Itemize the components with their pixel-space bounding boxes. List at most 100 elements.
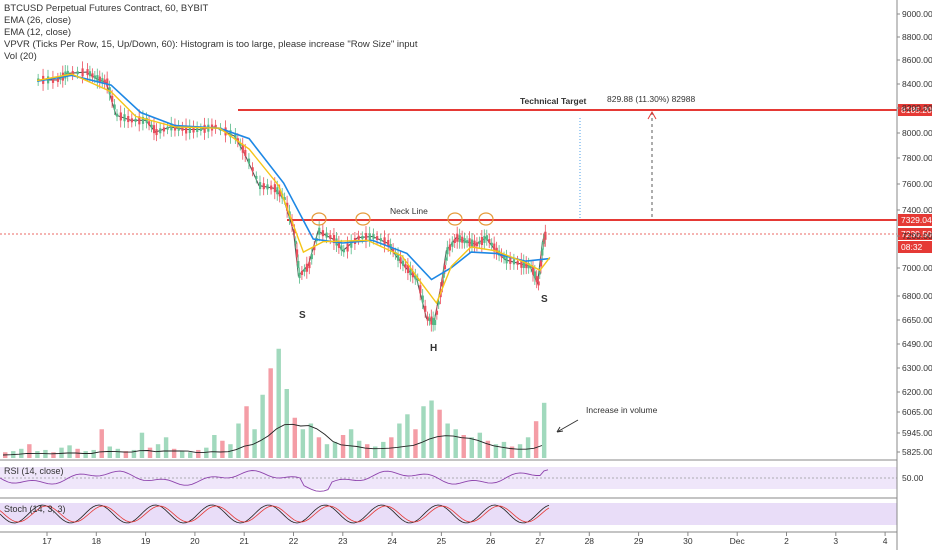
- candle-body: [123, 114, 126, 122]
- candle-body: [421, 295, 424, 303]
- candle-body: [361, 235, 364, 239]
- candle-body: [498, 250, 501, 256]
- candle-body: [308, 262, 311, 269]
- candle-body: [152, 125, 156, 134]
- candle-body: [234, 133, 237, 139]
- candle-body: [368, 233, 371, 241]
- candle-body: [276, 187, 279, 195]
- ema12-legend: EMA (12, close): [4, 27, 72, 38]
- candle-body: [483, 235, 486, 243]
- candle-body: [297, 260, 300, 268]
- volume-bar: [292, 417, 298, 458]
- candle-body: [106, 78, 109, 87]
- volume-bar: [204, 447, 209, 458]
- volume-bar: [413, 429, 418, 458]
- volume-bar: [171, 448, 177, 458]
- candle-body: [401, 260, 405, 266]
- rsi-legend: RSI (14, close): [4, 466, 64, 476]
- candle-body: [332, 235, 336, 244]
- candle-body: [544, 231, 547, 240]
- ema-lines: [36, 73, 551, 305]
- target-price-tag-bg: [898, 104, 932, 116]
- candle-body: [531, 266, 535, 275]
- price-tick-label: 5825.00: [902, 447, 932, 457]
- candle-body: [300, 270, 304, 275]
- candle-body: [448, 244, 451, 251]
- candle-body: [294, 240, 297, 244]
- annotations: Technical Target 829.88 (11.30%) 82988 Nec…: [299, 94, 695, 433]
- volume-bar: [236, 423, 241, 458]
- volume-bar: [51, 452, 56, 458]
- candle-body: [430, 316, 433, 325]
- time-tick-label: 20: [190, 536, 200, 546]
- price-tick-label: 7800.00: [902, 153, 932, 163]
- time-tick-label: 21: [239, 536, 249, 546]
- time-tick-label: 2: [784, 536, 789, 546]
- candle-body: [203, 124, 206, 133]
- time-tick-label: 4: [883, 536, 888, 546]
- candle-body: [535, 276, 538, 283]
- volume-bar: [485, 440, 491, 458]
- candle-body: [337, 241, 341, 248]
- volume-bar: [308, 423, 314, 458]
- candle-body: [241, 144, 244, 153]
- candle-body: [214, 124, 217, 129]
- time-tick-label: Dec: [730, 536, 746, 546]
- candle-body: [313, 246, 316, 251]
- volume-bar: [373, 446, 378, 458]
- candle-body: [451, 241, 454, 247]
- candle-body: [303, 268, 306, 272]
- candle-body: [177, 125, 180, 131]
- volume-bar: [461, 435, 466, 458]
- candle-body: [134, 118, 137, 122]
- volume-bar: [316, 437, 322, 458]
- price-tick-label: 8800.00: [902, 32, 932, 42]
- sub-panels: 50.00: [0, 467, 924, 525]
- candle-body: [426, 316, 429, 321]
- volume-bar: [429, 400, 434, 458]
- candle-body: [236, 138, 240, 143]
- candle-body: [470, 239, 474, 247]
- candle-body: [329, 235, 332, 240]
- candle-body: [293, 229, 296, 234]
- volume-bar: [509, 446, 515, 458]
- candle-body: [199, 127, 203, 131]
- candle-body: [346, 243, 349, 252]
- volume-bar: [196, 449, 201, 458]
- candle-body: [244, 149, 247, 156]
- candle-body: [442, 272, 445, 278]
- candle-body: [325, 232, 328, 238]
- volume-bar: [493, 444, 499, 458]
- candle-body: [411, 271, 415, 278]
- candle-body: [522, 260, 525, 268]
- price-tick-label: 7000.00: [902, 263, 932, 273]
- volume-bar: [179, 451, 185, 458]
- neckline-price-tag-bg: [898, 214, 932, 226]
- candle-body: [468, 238, 471, 247]
- candle-body: [540, 258, 543, 267]
- candle-body: [357, 235, 360, 240]
- volume-bar: [147, 447, 153, 458]
- time-tick-label: 19: [141, 536, 151, 546]
- candle-body: [379, 238, 382, 242]
- price-tick-label: 6300.00: [902, 363, 932, 373]
- rsi-line: [0, 469, 549, 492]
- volume-bar: [356, 440, 362, 458]
- candle-body: [350, 240, 353, 248]
- candle-body: [141, 116, 145, 124]
- candle-body: [155, 129, 158, 136]
- volume-bar: [477, 432, 483, 458]
- volume-bar: [533, 421, 539, 458]
- price-tick-label: 6065.00: [902, 407, 932, 417]
- volume-bar: [99, 429, 104, 458]
- candle-body: [541, 248, 544, 256]
- candle-body: [419, 285, 422, 294]
- candle-body: [509, 257, 512, 264]
- candle-body: [466, 240, 469, 244]
- candle-body: [409, 268, 412, 276]
- candle-body: [505, 256, 508, 264]
- volume-bar: [324, 444, 330, 458]
- candle-body: [305, 263, 309, 272]
- candle-body: [342, 249, 345, 253]
